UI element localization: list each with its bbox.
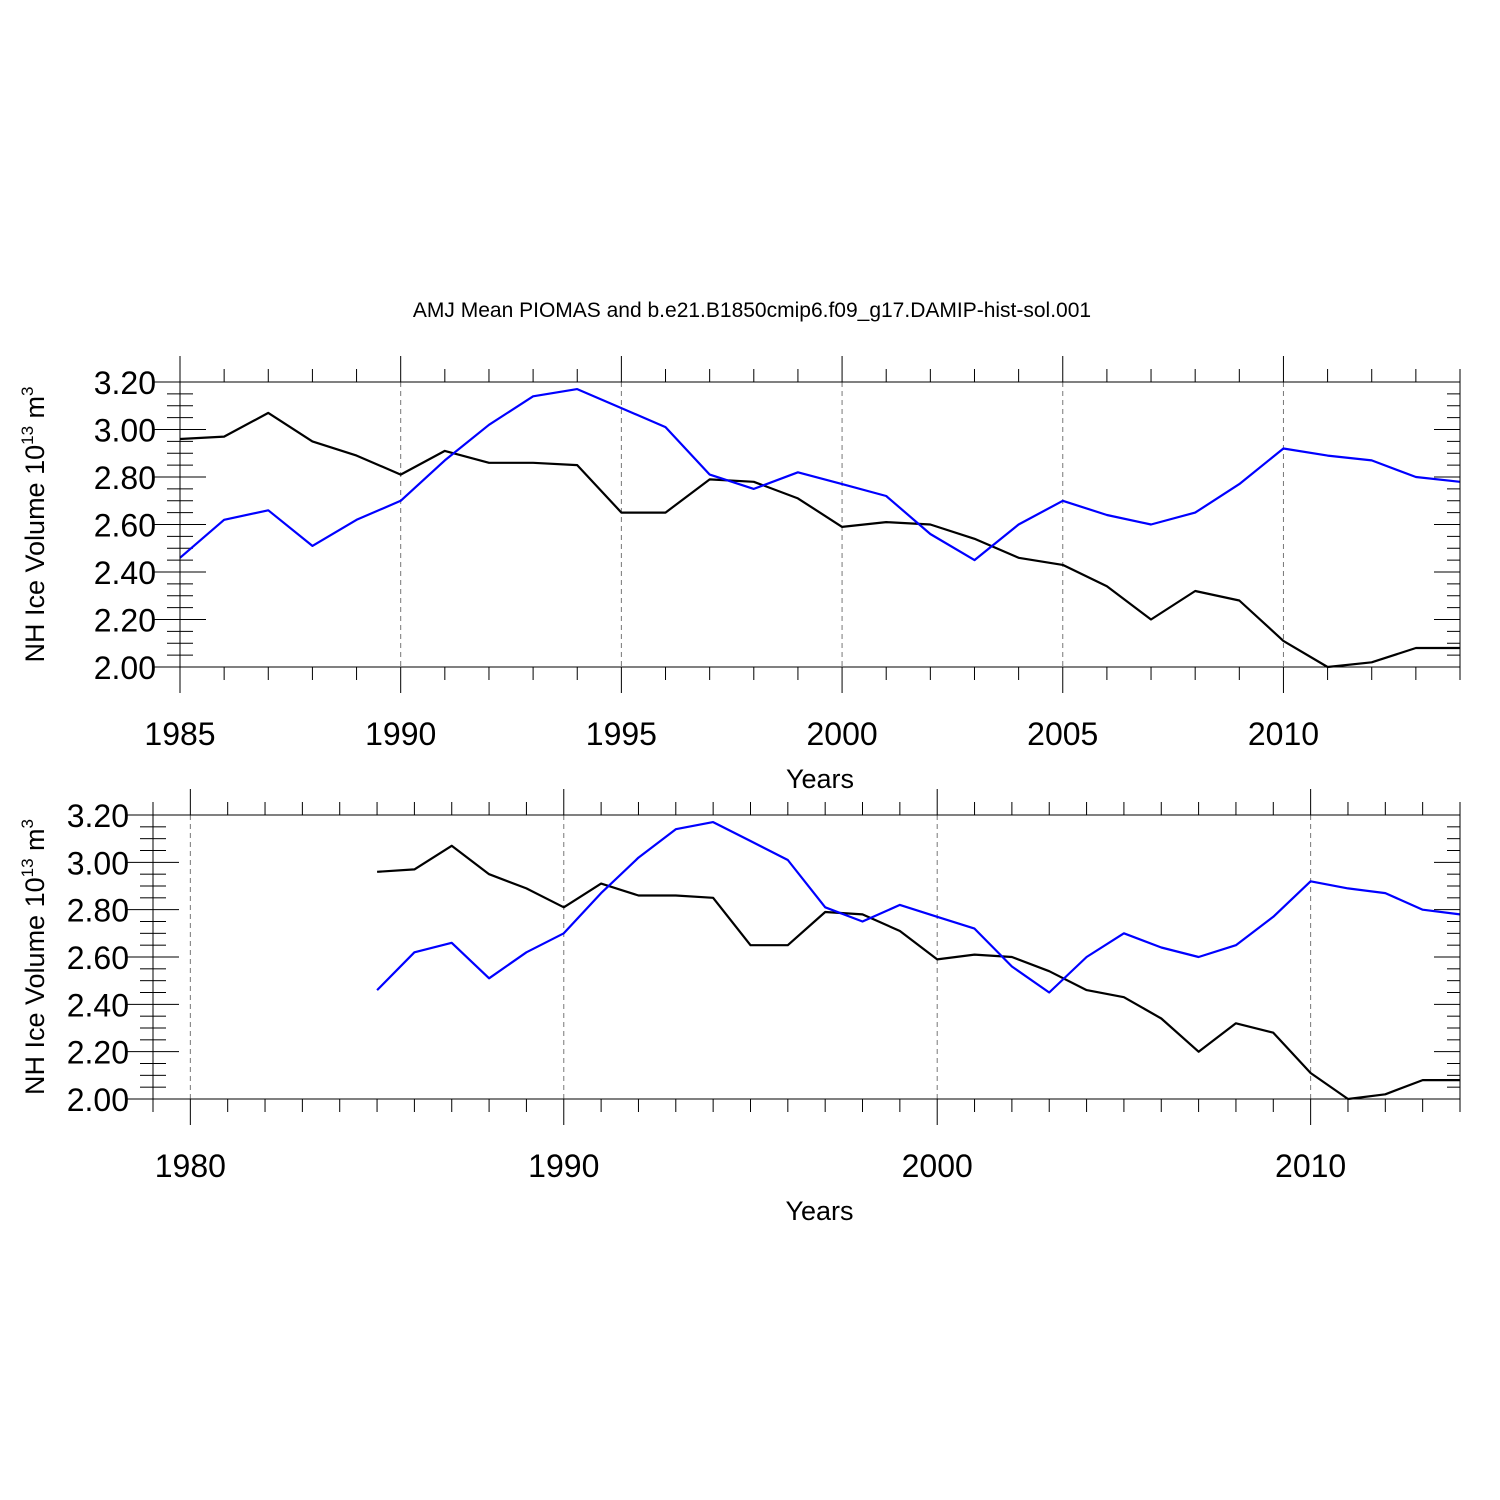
x-axis-label: Years (785, 1196, 853, 1226)
x-tick-label: 1995 (586, 716, 657, 752)
series-line-1 (377, 844, 1460, 1101)
y-tick-label: 2.60 (94, 508, 156, 544)
chart-panel-2: 1980 1990 2000 2010 2.00 2.20 2.40 2.60 2.80 3.00… (18, 789, 1461, 1226)
y-axis-label: NH Ice Volume 1013 m3 (18, 387, 50, 663)
y-axis-label: NH Ice Volume 1013 m3 (18, 819, 50, 1095)
y-tick-label: 3.20 (67, 798, 129, 834)
y-axis-label-unit-exponent: 3 (18, 819, 37, 828)
plot-frame (152, 814, 1461, 1100)
y-tick-label: 2.80 (67, 893, 129, 929)
x-tick-label: 2000 (902, 1148, 973, 1184)
series-line-2 (376, 820, 1461, 994)
y-tick-label: 3.00 (67, 845, 129, 881)
figure-title: AMJ Mean PIOMAS and b.e21.B1850cmip6.f09… (413, 299, 1091, 322)
y-axis-label-exponent: 13 (18, 858, 37, 877)
y-tick-label: 2.40 (94, 555, 156, 591)
y-axis-label-unit-exponent: 3 (18, 387, 37, 396)
y-axis-label-main: NH Ice Volume 10 (20, 877, 50, 1095)
x-tick-label: 1985 (144, 716, 215, 752)
y-tick-label: 2.20 (94, 603, 156, 639)
chart-panel-1: 1985 1990 1995 2000 2005 2010 2.00 2.20 2.40 2.60… (18, 356, 1461, 794)
chart-panels: 1985 1990 1995 2000 2005 2010 2.00 2.20 2.40 2.60… (18, 356, 1461, 1226)
y-tick-label: 2.80 (94, 460, 156, 496)
x-tick-label: 2005 (1027, 716, 1098, 752)
y-tick-label: 2.00 (94, 650, 156, 686)
y-tick-label: 2.40 (67, 987, 129, 1023)
x-tick-label: 1990 (365, 716, 436, 752)
x-axis-label: Years (786, 764, 854, 794)
y-tick-label: 3.20 (94, 365, 156, 401)
y-axis-label-exponent: 13 (18, 426, 37, 445)
x-tick-label: 1990 (528, 1148, 599, 1184)
y-tick-label: 2.60 (67, 940, 129, 976)
y-axis-label-unit: m (20, 396, 50, 426)
y-tick-label: 2.20 (67, 1035, 129, 1071)
x-tick-label: 2010 (1248, 716, 1319, 752)
y-axis-label-unit: m (20, 828, 50, 858)
y-axis-label-main: NH Ice Volume 10 (20, 445, 50, 663)
x-tick-label: 2000 (806, 716, 877, 752)
x-tick-label: 2010 (1275, 1148, 1346, 1184)
series-line-2 (179, 388, 1461, 562)
y-tick-label: 2.00 (67, 1082, 129, 1118)
x-tick-label: 1980 (155, 1148, 226, 1184)
y-tick-label: 3.00 (94, 413, 156, 449)
plot-frame (179, 381, 1461, 668)
series-line-1 (179, 411, 1460, 669)
